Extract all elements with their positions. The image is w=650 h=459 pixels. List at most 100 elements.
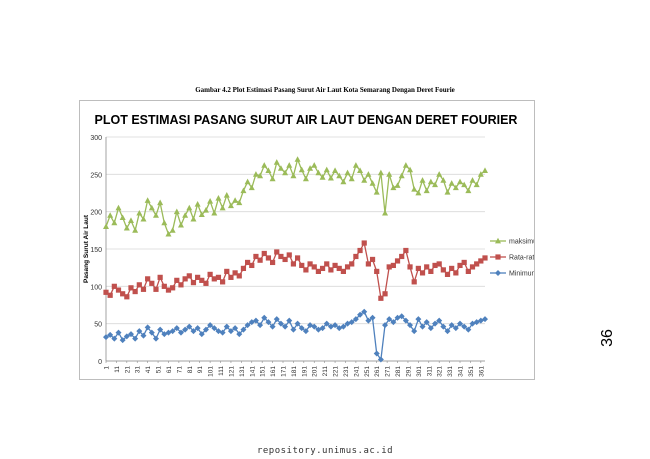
data-point bbox=[440, 323, 447, 330]
data-point bbox=[307, 165, 314, 171]
data-point bbox=[282, 169, 289, 176]
y-tick-label: 200 bbox=[90, 210, 102, 217]
data-point bbox=[452, 325, 459, 332]
data-point bbox=[282, 256, 288, 263]
x-tick-label: 191 bbox=[301, 366, 308, 377]
data-point bbox=[432, 262, 438, 269]
data-point bbox=[261, 162, 268, 168]
data-point bbox=[174, 277, 180, 283]
data-point bbox=[265, 255, 272, 261]
data-point bbox=[407, 322, 414, 329]
data-point bbox=[436, 317, 443, 324]
data-point bbox=[152, 212, 159, 218]
data-point bbox=[132, 288, 138, 295]
data-point bbox=[373, 189, 380, 195]
data-point bbox=[103, 334, 109, 341]
legend-marker bbox=[495, 270, 501, 276]
data-point bbox=[482, 316, 488, 323]
data-point bbox=[444, 328, 451, 335]
x-tick-label: 251 bbox=[364, 366, 371, 377]
data-point bbox=[344, 264, 351, 270]
data-point bbox=[119, 214, 126, 221]
data-point bbox=[282, 323, 289, 330]
y-tick-label: 100 bbox=[90, 284, 102, 291]
x-tick-label: 131 bbox=[239, 366, 246, 377]
data-point bbox=[361, 308, 368, 315]
x-tick-label: 311 bbox=[426, 366, 433, 377]
data-point bbox=[153, 286, 159, 292]
data-point bbox=[148, 329, 155, 336]
data-point bbox=[323, 320, 330, 327]
data-point bbox=[374, 268, 380, 274]
data-point bbox=[365, 171, 372, 177]
y-axis-label: Pasang Surut Air Laut bbox=[83, 214, 90, 283]
data-point bbox=[424, 264, 430, 270]
x-tick-label: 341 bbox=[458, 366, 465, 377]
data-point bbox=[136, 328, 143, 335]
data-point bbox=[157, 274, 163, 280]
data-point bbox=[477, 171, 484, 177]
data-point bbox=[202, 206, 209, 213]
data-point bbox=[161, 283, 167, 289]
data-point bbox=[357, 167, 364, 173]
data-point bbox=[403, 247, 409, 254]
data-point bbox=[195, 274, 201, 280]
data-point bbox=[315, 169, 322, 176]
x-tick-label: 71 bbox=[176, 366, 183, 374]
data-point bbox=[402, 162, 409, 168]
data-point bbox=[215, 274, 222, 280]
data-point bbox=[207, 271, 213, 277]
data-point bbox=[111, 219, 118, 226]
data-point bbox=[186, 273, 192, 279]
data-point bbox=[474, 261, 480, 267]
data-point bbox=[419, 270, 426, 276]
data-point bbox=[340, 268, 346, 274]
data-point bbox=[411, 279, 417, 285]
data-point bbox=[415, 189, 422, 196]
data-point bbox=[198, 211, 205, 218]
data-point bbox=[378, 295, 384, 301]
data-point bbox=[136, 209, 143, 216]
data-point bbox=[194, 201, 201, 207]
data-point bbox=[324, 261, 330, 267]
chart-container: PLOT ESTIMASI PASANG SURUT AIR LAUT DENG… bbox=[79, 100, 535, 380]
data-point bbox=[169, 227, 176, 233]
data-point bbox=[469, 177, 476, 183]
data-point bbox=[274, 249, 280, 255]
data-point bbox=[236, 199, 243, 206]
data-point bbox=[352, 316, 359, 323]
x-tick-label: 321 bbox=[437, 366, 444, 377]
data-point bbox=[323, 166, 330, 173]
data-point bbox=[319, 325, 326, 332]
data-point bbox=[390, 262, 396, 269]
data-point bbox=[244, 322, 251, 329]
x-tick-label: 301 bbox=[416, 366, 423, 377]
data-point bbox=[207, 198, 214, 204]
data-point bbox=[173, 208, 180, 215]
data-point bbox=[103, 223, 109, 229]
data-point bbox=[290, 172, 297, 179]
x-tick-label: 61 bbox=[166, 366, 173, 374]
data-point bbox=[103, 289, 109, 295]
data-point bbox=[144, 197, 151, 203]
data-point bbox=[236, 273, 242, 279]
x-tick-label: 261 bbox=[374, 366, 381, 377]
data-point bbox=[232, 325, 239, 332]
data-point bbox=[107, 292, 113, 298]
data-point bbox=[369, 256, 376, 263]
data-point bbox=[136, 282, 142, 288]
data-point bbox=[298, 325, 305, 332]
data-point bbox=[265, 319, 272, 326]
page-number: 36 bbox=[599, 329, 616, 347]
data-point bbox=[461, 323, 468, 330]
data-point bbox=[261, 250, 267, 257]
data-point bbox=[344, 169, 351, 176]
data-point bbox=[236, 331, 243, 338]
data-point bbox=[269, 323, 276, 330]
data-point bbox=[149, 280, 155, 286]
data-point bbox=[427, 325, 434, 332]
x-tick-label: 151 bbox=[260, 366, 267, 377]
data-point bbox=[419, 177, 426, 183]
data-point bbox=[177, 329, 184, 336]
data-point bbox=[223, 323, 230, 330]
